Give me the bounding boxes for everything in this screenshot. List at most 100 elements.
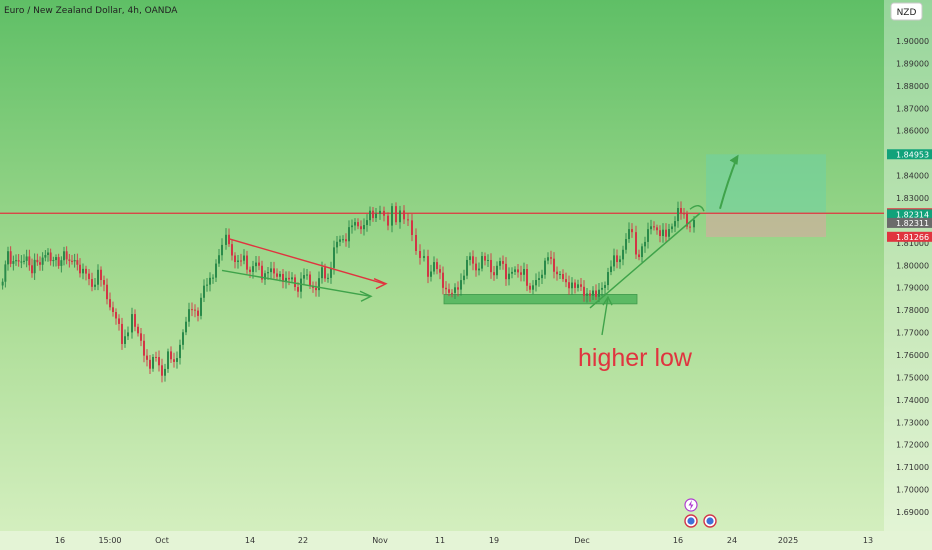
candle-body [264,273,266,280]
candle-body [535,279,537,286]
event-flag-icon-1[interactable] [684,514,698,528]
candle-body [103,280,105,285]
position-target-zone[interactable] [706,154,826,214]
candle-body [97,269,99,285]
rising-trendline[interactable] [589,212,701,309]
candle-body [544,260,546,275]
candle-body [294,277,296,288]
candle-body [505,263,507,280]
candle-body [460,280,462,290]
candle-body [306,274,308,276]
candle-body [348,227,350,242]
candle-body [457,287,459,290]
candle-body [613,255,615,267]
y-tick-label: 1.77000 [896,329,929,338]
candle-body [185,321,187,333]
candle-body [225,234,227,245]
currency-button[interactable]: NZD [890,2,923,21]
candle-body [252,266,254,272]
candle-body [324,267,326,279]
candle-body [553,258,555,272]
wedge-upper-line[interactable] [228,238,385,285]
higher-low-arrow[interactable] [601,297,609,336]
candle-body [493,272,495,276]
candle-body [270,268,272,273]
candle-body [318,278,320,291]
candle-body [212,277,214,279]
candle-body [628,229,630,240]
candle-body [131,314,133,333]
candle-body [345,239,347,242]
y-tick-label: 1.69000 [896,508,929,517]
wedge-lower-line[interactable] [221,269,371,297]
candle-body [327,277,329,279]
candle-body [689,226,691,228]
candle-body [115,312,117,319]
candle-body [469,256,471,260]
candle-body [427,256,429,277]
wedge-lower-arrowhead [359,290,373,302]
x-tick-label: 19 [489,536,499,545]
support-zone[interactable] [443,294,638,305]
y-tick-label: 1.70000 [896,486,929,495]
candle-body [529,285,531,290]
candle-body [423,256,425,258]
candle-body [330,267,332,278]
candle-body [562,274,564,280]
event-flag-icon-2[interactable] [703,514,717,528]
candle-body [63,251,65,261]
candle-body [415,234,417,251]
y-tick-label: 1.83000 [896,194,929,203]
y-tick-label: 1.90000 [896,37,929,46]
candle-body [526,268,528,286]
price-tag [887,217,932,228]
candle-body [595,290,597,297]
candle-body [106,284,108,300]
candle-body [261,265,263,280]
candle-body [650,226,652,230]
candle-body [583,286,585,296]
candle-body [182,332,184,345]
candle-body [559,274,561,276]
candle-body [143,340,145,356]
candle-body [351,225,353,228]
candle-body [659,230,661,237]
candle-body [644,241,646,247]
candle-body [4,264,7,282]
candle-body [282,273,284,282]
higher-low-arrowhead [602,295,613,306]
candle-body [85,268,87,274]
y-tick-label: 1.80000 [896,261,929,270]
candle-body [419,250,421,258]
candle-body [276,273,278,277]
candle-body [354,222,356,226]
candle-body [127,332,129,337]
candle-body [379,210,381,214]
candle-body [1,281,4,286]
candle-body [383,210,385,216]
candle-body [674,221,676,227]
wedge-upper-arrowhead [373,278,388,290]
candle-body [197,310,199,316]
x-tick-label: Dec [574,536,589,545]
x-tick-label: Oct [155,536,169,545]
candle-body [339,239,341,242]
candle-body [647,229,649,242]
y-tick-label: 1.89000 [896,59,929,68]
candle-body [574,282,576,288]
candle-body [407,219,409,221]
candle-body [490,259,492,273]
candle-body [44,254,47,258]
event-flash-icon[interactable] [684,498,698,512]
candle-body [267,272,269,274]
position-stop-zone[interactable] [706,213,826,238]
candle-body [610,266,612,273]
candle-body [249,269,251,272]
candle-body [55,257,57,261]
candle-body [686,213,688,227]
candle-body [463,275,465,281]
candle-body [532,285,534,290]
y-tick-label: 1.74000 [896,396,929,405]
candle-body [665,229,667,237]
